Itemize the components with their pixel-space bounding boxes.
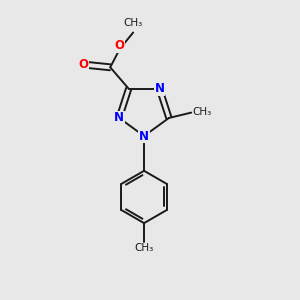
- Text: N: N: [114, 112, 124, 124]
- Text: N: N: [154, 82, 164, 95]
- Text: O: O: [79, 58, 88, 71]
- Text: N: N: [139, 130, 149, 142]
- Text: CH₃: CH₃: [134, 243, 154, 253]
- Text: CH₃: CH₃: [124, 18, 143, 28]
- Text: O: O: [115, 39, 125, 52]
- Text: CH₃: CH₃: [193, 107, 212, 117]
